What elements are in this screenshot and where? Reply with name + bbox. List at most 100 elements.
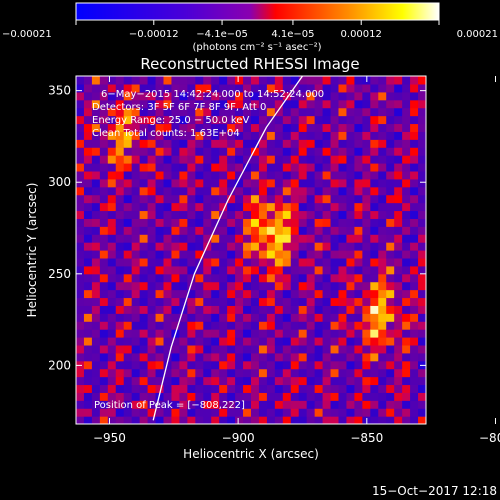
heatmap-pixel <box>346 352 355 362</box>
heatmap-pixel <box>243 416 252 424</box>
annotation-detectors: Detectors: 3F 5F 6F 7F 8F 9F, Att 0 <box>92 102 266 113</box>
heatmap-pixel <box>251 305 260 314</box>
heatmap-pixel <box>346 218 355 227</box>
heatmap-pixel <box>370 400 379 409</box>
heatmap-pixel <box>370 352 379 362</box>
heatmap-pixel <box>362 210 371 219</box>
heatmap-pixel <box>179 392 188 401</box>
heatmap-pixel <box>282 408 292 417</box>
heatmap-pixel <box>370 91 379 101</box>
heatmap-pixel <box>314 170 324 180</box>
heatmap-pixel <box>338 265 348 275</box>
heatmap-pixel <box>258 368 268 378</box>
heatmap-pixel <box>83 210 93 219</box>
heatmap-pixel <box>76 368 85 378</box>
annotation-clean-counts: Clean Total counts: 1.63E+04 <box>92 128 240 139</box>
heatmap-pixel <box>290 107 300 117</box>
heatmap-pixel <box>171 281 180 291</box>
heatmap-pixel <box>139 202 149 212</box>
heatmap-pixel <box>203 170 212 180</box>
heatmap-pixel <box>410 131 419 140</box>
heatmap-pixel <box>195 273 204 283</box>
heatmap-pixel <box>99 99 109 109</box>
heatmap-pixel <box>163 194 173 204</box>
heatmap-pixel <box>266 170 276 180</box>
heatmap-pixel <box>362 408 371 417</box>
heatmap-pixel <box>410 368 419 378</box>
heatmap-pixel <box>227 178 236 188</box>
heatmap-pixel <box>115 281 125 291</box>
heatmap-pixel <box>322 313 332 322</box>
heatmap-pixel <box>187 202 196 212</box>
heatmap-pixel <box>235 289 244 299</box>
heatmap-pixel <box>394 242 403 251</box>
heatmap-pixel <box>131 194 141 204</box>
heatmap-pixel <box>346 289 355 299</box>
colorbar-tick-label: 4.1e−05 <box>271 29 314 40</box>
heatmap-pixel <box>418 99 426 109</box>
heatmap-pixel <box>139 131 149 140</box>
heatmap-pixel <box>402 147 411 156</box>
heatmap-pixel <box>171 91 180 101</box>
heatmap-pixel <box>171 194 180 204</box>
heatmap-pixel <box>179 186 188 196</box>
heatmap-pixel <box>354 360 363 370</box>
heatmap-pixel <box>394 360 403 370</box>
heatmap-pixel <box>195 337 204 346</box>
heatmap-pixel <box>378 76 387 85</box>
heatmap-pixel <box>211 242 220 251</box>
heatmap-pixel <box>171 226 180 235</box>
heatmap-pixel <box>155 99 165 109</box>
heatmap-pixel <box>83 147 93 156</box>
heatmap-pixel <box>211 123 220 132</box>
heatmap-pixel <box>306 226 316 235</box>
heatmap-pixel <box>410 202 419 212</box>
heatmap-pixel <box>370 83 379 93</box>
heatmap-pixel <box>386 91 395 101</box>
heatmap-pixel <box>195 313 204 322</box>
heatmap-pixel <box>298 170 308 180</box>
heatmap-pixel <box>290 297 300 306</box>
heatmap-pixel <box>386 250 395 259</box>
heatmap-pixel <box>187 155 196 164</box>
heatmap-pixel <box>115 416 125 424</box>
heatmap-pixel <box>418 257 426 267</box>
peak-position-label: Position of Peak = [−808,222] <box>94 400 245 411</box>
heatmap-pixel <box>362 226 371 235</box>
heatmap-pixel <box>282 400 292 409</box>
heatmap-pixel <box>243 273 252 283</box>
heatmap-pixel <box>107 273 117 283</box>
heatmap-pixel <box>251 242 260 251</box>
heatmap-pixel <box>131 115 141 125</box>
heatmap-pixel <box>306 115 316 125</box>
heatmap-pixel <box>386 178 395 188</box>
heatmap-pixel <box>235 408 244 417</box>
heatmap-pixel <box>219 123 228 132</box>
heatmap-pixel <box>258 123 268 132</box>
heatmap-pixel <box>314 218 324 227</box>
heatmap-pixel <box>306 297 316 306</box>
heatmap-pixel <box>83 99 93 109</box>
heatmap-pixel <box>139 265 149 275</box>
heatmap-pixel <box>123 194 133 204</box>
heatmap-pixel <box>243 242 252 251</box>
heatmap-pixel <box>306 186 316 196</box>
heatmap-pixel <box>370 163 379 172</box>
heatmap-pixel <box>314 352 324 362</box>
heatmap-pixel <box>338 234 348 243</box>
heatmap-pixel <box>370 305 379 314</box>
heatmap-pixel <box>115 400 125 409</box>
heatmap-pixel <box>195 76 204 85</box>
heatmap-pixel <box>123 408 133 417</box>
heatmap-pixel <box>274 352 284 362</box>
heatmap-pixel <box>91 368 101 378</box>
heatmap-pixel <box>123 281 133 291</box>
heatmap-pixel <box>251 313 260 322</box>
heatmap-pixel <box>362 321 371 330</box>
heatmap-pixel <box>115 313 125 322</box>
heatmap-pixel <box>402 163 411 172</box>
heatmap-pixel <box>219 76 228 85</box>
x-axis-ticks: −950−900−850−800 <box>93 76 500 445</box>
heatmap-pixel <box>338 313 348 322</box>
heatmap-pixel <box>314 186 324 196</box>
